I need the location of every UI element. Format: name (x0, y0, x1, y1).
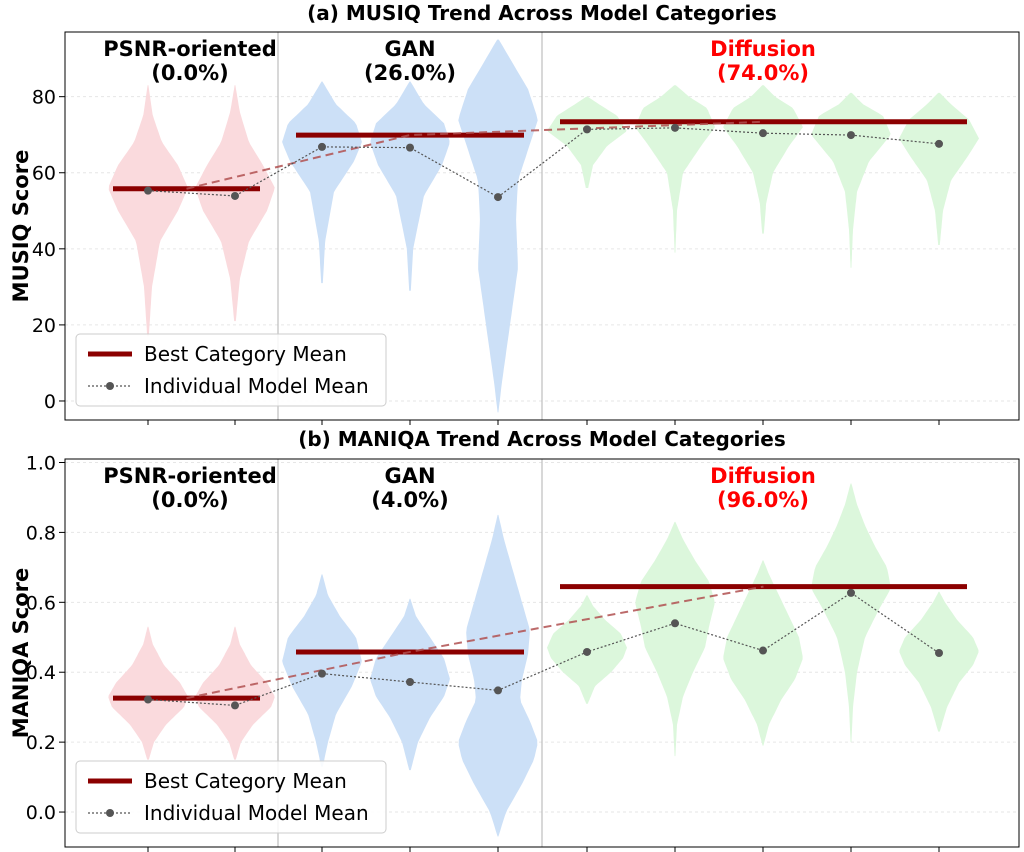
legend-model-mean-label: Individual Model Mean (144, 801, 369, 825)
category-share-label: (74.0%) (717, 61, 809, 85)
category-share-label: (0.0%) (151, 488, 228, 512)
violin-diffusion-4 (811, 483, 891, 743)
violin-gan-3 (458, 514, 538, 837)
model-mean-point (935, 649, 943, 657)
violin-diffusion-4 (811, 92, 891, 268)
model-mean-point (231, 191, 239, 200)
category-name-label: PSNR-oriented (103, 464, 276, 488)
model-mean-point (144, 186, 152, 195)
y-tick-label: 40 (32, 239, 56, 261)
panel-musiq: (a) MUSIQ Trend Across Model Categories M… (9, 1, 1020, 425)
violin-psnr-oriented-2 (195, 85, 275, 322)
category-share-label: (4.0%) (371, 488, 448, 512)
y-tick-label: 0.4 (26, 662, 56, 684)
y-tick-label: 60 (32, 163, 56, 185)
violin-gan-3 (458, 39, 538, 413)
model-mean-point (759, 646, 767, 655)
y-tick-label: 0.0 (26, 802, 56, 824)
violin-gan-2 (370, 81, 450, 291)
category-name-label: PSNR-oriented (103, 37, 276, 61)
model-mean-point (847, 131, 855, 140)
chart-title: (b) MANIQA Trend Across Model Categories (298, 427, 786, 451)
y-axis-label: MANIQA Score (9, 568, 33, 739)
model-mean-point (935, 139, 943, 148)
category-name-label: Diffusion (710, 464, 816, 488)
chart-title: (a) MUSIQ Trend Across Model Categories (307, 1, 777, 25)
violin-diffusion-2 (635, 521, 715, 757)
legend: Best Category Mean Individual Model Mean (75, 333, 387, 407)
model-mean-point (406, 143, 414, 152)
y-tick-label: 0.2 (26, 732, 56, 754)
legend-model-mean-label: Individual Model Mean (144, 374, 369, 398)
panel-maniqa: (b) MANIQA Trend Across Model Categories… (9, 427, 1020, 852)
model-mean-point (231, 701, 239, 710)
model-mean-line (147, 127, 940, 198)
y-tick-label: 1.0 (26, 452, 56, 474)
legend: Best Category Mean Individual Model Mean (75, 760, 387, 834)
y-tick-label: 80 (32, 87, 56, 109)
model-mean-point (406, 678, 414, 687)
y-tick-label: 0.8 (26, 522, 56, 544)
category-share-label: (0.0%) (151, 61, 228, 85)
model-mean-point (494, 686, 502, 695)
violin-diffusion-5 (899, 92, 979, 246)
legend-best-mean-label: Best Category Mean (144, 769, 347, 793)
violin-diffusion-3 (723, 85, 803, 234)
model-mean-point (318, 142, 326, 151)
category-trend-line (186, 585, 764, 700)
category-share-label: (96.0%) (717, 488, 809, 512)
category-name-label: Diffusion (710, 37, 816, 61)
violin-diffusion-2 (635, 85, 715, 253)
y-axis-label: MUSIQ Score (9, 150, 33, 303)
plot-frame (64, 458, 1020, 848)
model-mean-line (147, 592, 940, 707)
model-mean-point (671, 123, 679, 132)
plot-frame (64, 31, 1020, 421)
model-mean-point (847, 588, 855, 597)
category-name-label: GAN (384, 37, 435, 61)
category-share-label: (26.0%) (364, 61, 456, 85)
violin-diffusion-1 (547, 96, 627, 188)
model-mean-point (583, 125, 591, 134)
legend-box (75, 333, 387, 407)
legend-box (75, 760, 387, 834)
model-mean-point (494, 193, 502, 202)
violin-diffusion-5 (899, 591, 979, 732)
violin-gan-1 (282, 81, 362, 284)
category-name-label: GAN (384, 464, 435, 488)
y-tick-label: 0.6 (26, 592, 56, 614)
violin-psnr-oriented-1 (108, 85, 188, 337)
legend-model-mean-swatch-point (106, 809, 114, 817)
y-tick-label: 0 (44, 391, 56, 413)
violin-psnr-oriented-2 (195, 626, 275, 760)
model-mean-point (144, 695, 152, 704)
model-mean-point (318, 669, 326, 678)
y-tick-label: 20 (32, 315, 56, 337)
model-mean-point (671, 619, 679, 628)
model-mean-point (583, 647, 591, 656)
model-mean-point (759, 129, 767, 138)
legend-best-mean-label: Best Category Mean (144, 342, 347, 366)
legend-model-mean-swatch-point (106, 382, 114, 390)
violin-psnr-oriented-1 (108, 626, 188, 760)
